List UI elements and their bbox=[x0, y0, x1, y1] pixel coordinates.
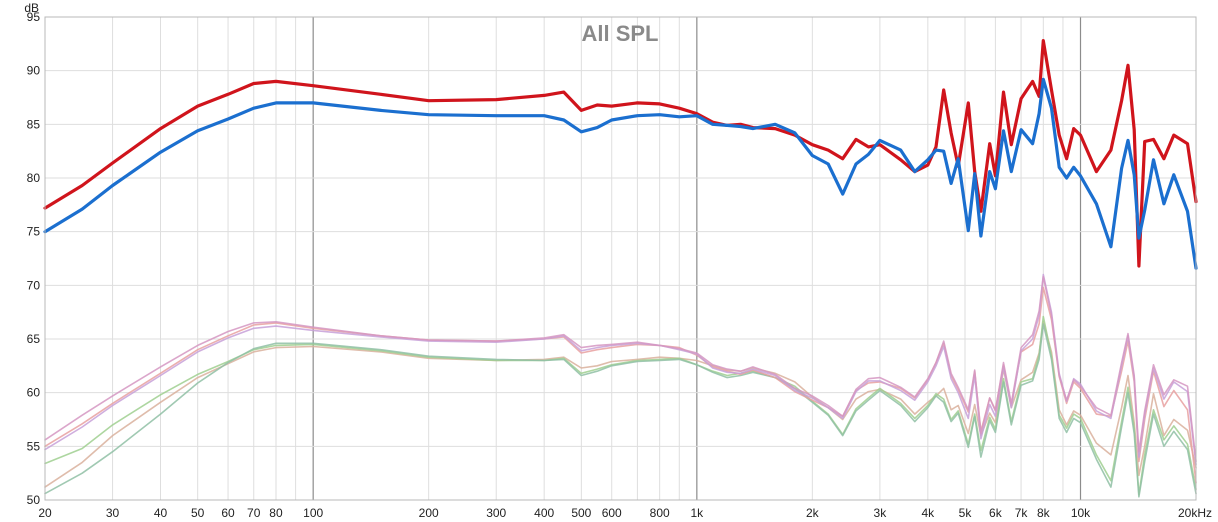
y-axis-unit-label: dB bbox=[24, 1, 39, 15]
x-tick-label: 30 bbox=[106, 506, 120, 520]
x-tick-label: 60 bbox=[221, 506, 235, 520]
y-tick-label: 60 bbox=[27, 386, 41, 400]
series-line-4 bbox=[44, 315, 1197, 496]
x-tick-label: 4k bbox=[921, 506, 935, 520]
x-tick-label: 600 bbox=[602, 506, 622, 520]
series-line-5 bbox=[44, 323, 1197, 498]
x-tick-label: 80 bbox=[269, 506, 283, 520]
y-tick-label: 65 bbox=[27, 332, 41, 346]
x-tick-label: 20 bbox=[38, 506, 52, 520]
x-tick-label: 8k bbox=[1037, 506, 1051, 520]
series-line-8 bbox=[44, 275, 1197, 463]
y-tick-label: 80 bbox=[27, 171, 41, 185]
y-tick-label: 55 bbox=[27, 439, 41, 453]
x-tick-label: 800 bbox=[650, 506, 670, 520]
plot-area bbox=[44, 16, 1197, 501]
x-tick-label: 1k bbox=[690, 506, 704, 520]
y-tick-label: 90 bbox=[27, 64, 41, 78]
y-tick-label: 70 bbox=[27, 278, 41, 292]
series-line-7 bbox=[44, 273, 1197, 466]
x-tick-label: 70 bbox=[247, 506, 261, 520]
x-tick-label: 5k bbox=[959, 506, 973, 520]
x-tick-label: 6k bbox=[989, 506, 1003, 520]
plot-border bbox=[44, 16, 1197, 501]
x-tick-label: 400 bbox=[534, 506, 554, 520]
x-tick-label: 500 bbox=[571, 506, 591, 520]
x-tick-label: 100 bbox=[303, 506, 323, 520]
x-tick-label: 300 bbox=[486, 506, 506, 520]
chart-title: All SPL bbox=[581, 21, 658, 46]
series-line-1 bbox=[43, 39, 1198, 268]
x-tick-label: 7k bbox=[1015, 506, 1029, 520]
y-tick-label: 75 bbox=[27, 225, 41, 239]
x-tick-label: 50 bbox=[191, 506, 205, 520]
y-tick-label: 50 bbox=[27, 493, 41, 507]
x-tick-label: 40 bbox=[154, 506, 168, 520]
x-tick-label: 200 bbox=[419, 506, 439, 520]
y-tick-label: 95 bbox=[27, 10, 41, 24]
series-line-2 bbox=[43, 77, 1198, 270]
series-group bbox=[43, 39, 1198, 498]
x-tick-label: 10k bbox=[1071, 506, 1091, 520]
y-tick-label: 85 bbox=[27, 117, 41, 131]
x-tick-label: 20kHz bbox=[1178, 506, 1212, 520]
x-tick-label: 2k bbox=[806, 506, 820, 520]
x-tick-label: 3k bbox=[874, 506, 888, 520]
